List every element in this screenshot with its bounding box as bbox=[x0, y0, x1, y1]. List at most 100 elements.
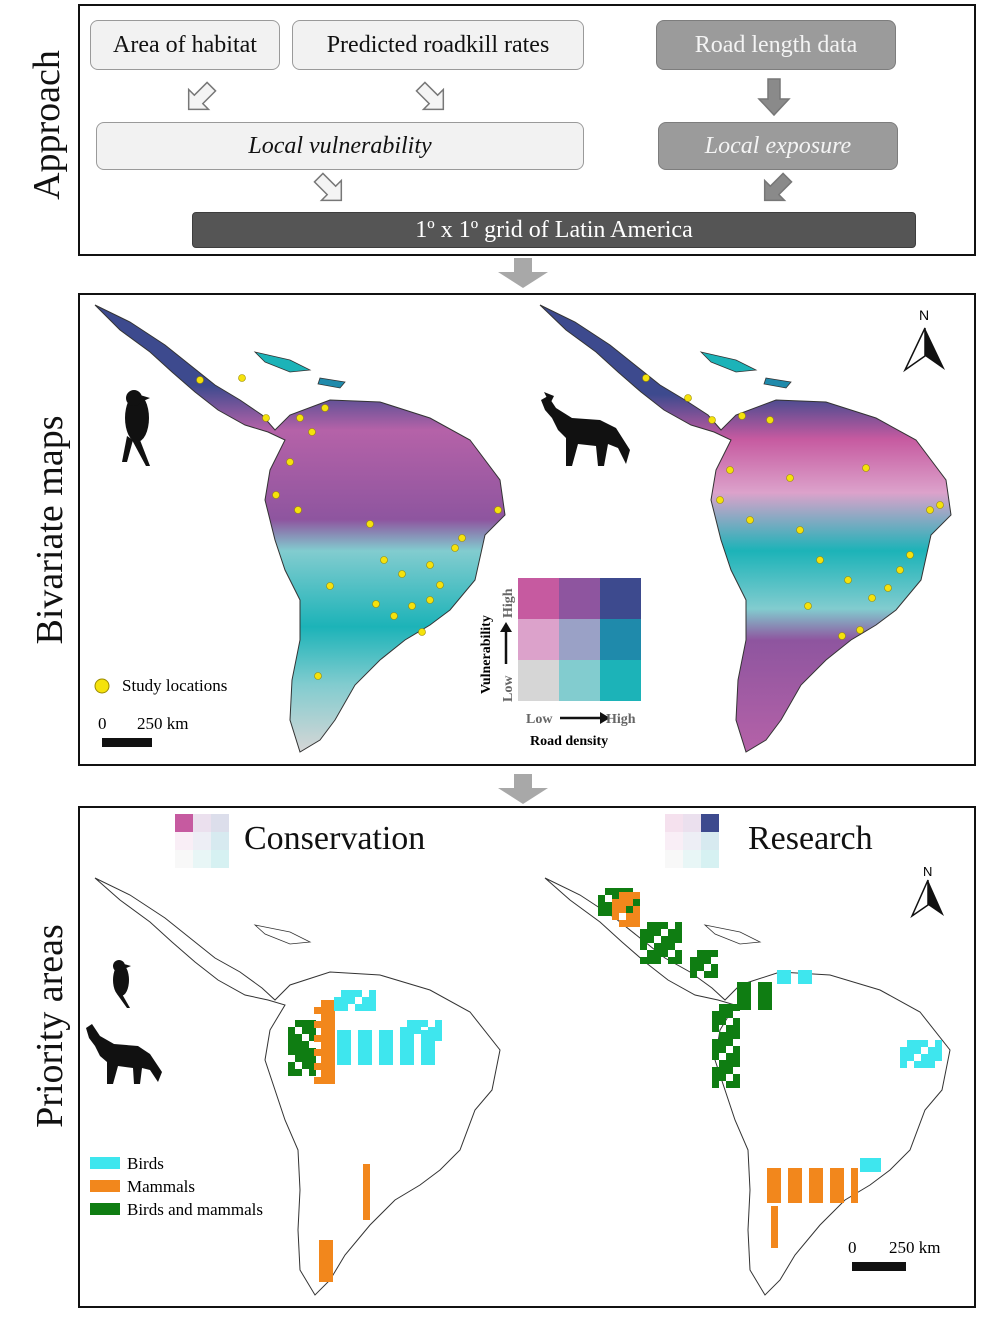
priority-cell bbox=[605, 888, 612, 895]
priority-cell bbox=[774, 1168, 781, 1175]
study-location-dot bbox=[816, 556, 824, 564]
priority-cell bbox=[288, 1048, 295, 1055]
priority-cell bbox=[788, 1196, 795, 1203]
bird-silhouette-1 bbox=[122, 390, 150, 466]
priority-cell bbox=[321, 1000, 328, 1007]
priority-cell bbox=[900, 1047, 907, 1054]
priority-cell bbox=[633, 913, 640, 920]
priority-cell bbox=[928, 1061, 935, 1068]
priority-cell bbox=[358, 1030, 365, 1037]
north-label-bivariate: N bbox=[919, 307, 929, 323]
priority-cell bbox=[337, 1030, 344, 1037]
priority-cell bbox=[837, 1189, 844, 1196]
priority-cell bbox=[795, 1175, 802, 1182]
panel-connectors bbox=[498, 258, 548, 804]
priority-cell bbox=[321, 1049, 328, 1056]
study-location-dot bbox=[426, 596, 434, 604]
priority-cell bbox=[668, 943, 675, 950]
priority-cell bbox=[809, 1189, 816, 1196]
study-location-dot bbox=[326, 582, 334, 590]
priority-cell bbox=[767, 1182, 774, 1189]
north-arrow-bivariate bbox=[903, 327, 945, 373]
mini-legend-cell bbox=[683, 832, 701, 850]
priority-cell bbox=[355, 990, 362, 997]
legend-cell bbox=[518, 578, 559, 619]
priority-cell bbox=[321, 1042, 328, 1049]
priority-cell bbox=[907, 1047, 914, 1054]
priority-cell bbox=[830, 1196, 837, 1203]
approach-arrows bbox=[187, 78, 793, 202]
legend-cell bbox=[559, 660, 600, 701]
priority-cell bbox=[302, 1048, 309, 1055]
priority-cell bbox=[626, 909, 633, 916]
priority-cell bbox=[795, 1189, 802, 1196]
priority-cell bbox=[758, 996, 765, 1003]
priority-cell bbox=[712, 1074, 719, 1081]
scale-bar-priority bbox=[852, 1262, 906, 1271]
priority-cell bbox=[874, 1158, 881, 1165]
priority-cell bbox=[647, 922, 654, 929]
priority-cell bbox=[321, 1014, 328, 1021]
priority-cell bbox=[309, 1055, 316, 1062]
priority-cell bbox=[767, 1189, 774, 1196]
priority-cell bbox=[733, 1053, 740, 1060]
priority-cell bbox=[719, 1018, 726, 1025]
study-location-dot bbox=[321, 404, 329, 412]
priority-cell bbox=[640, 943, 647, 950]
priority-cell bbox=[309, 1048, 316, 1055]
study-location-dot bbox=[314, 672, 322, 680]
scale-zero-bivariate: 0 bbox=[98, 714, 107, 733]
priority-cell bbox=[697, 950, 704, 957]
priority-cell bbox=[935, 1040, 942, 1047]
priority-cell bbox=[784, 970, 791, 977]
priority-cell bbox=[640, 929, 647, 936]
legend-x-high: High bbox=[606, 712, 636, 727]
priority-cell bbox=[771, 1241, 778, 1248]
priority-cell bbox=[309, 1020, 316, 1027]
local-exposure-box: Local exposure bbox=[658, 122, 898, 170]
priority-cell bbox=[326, 1247, 333, 1254]
priority-cell bbox=[337, 1058, 344, 1065]
down-arrow-2 bbox=[498, 774, 548, 804]
study-location-dot bbox=[716, 496, 724, 504]
legend-y-axis: Vulnerability bbox=[479, 615, 494, 694]
priority-cell bbox=[314, 1049, 321, 1056]
priority-cell bbox=[358, 1037, 365, 1044]
priority-cell bbox=[400, 1051, 407, 1058]
priority-cell bbox=[328, 1007, 335, 1014]
priority-cell bbox=[795, 1196, 802, 1203]
priority-cell bbox=[407, 1044, 414, 1051]
priority-cell bbox=[758, 982, 765, 989]
priority-cell bbox=[363, 1171, 370, 1178]
priority-cell bbox=[771, 1206, 778, 1213]
road-length-box: Road length data bbox=[656, 20, 896, 70]
research-mini-legend bbox=[665, 814, 719, 868]
priority-cell bbox=[379, 1030, 386, 1037]
priority-cell bbox=[733, 1004, 740, 1011]
priority-cell bbox=[619, 920, 626, 927]
priority-cell bbox=[362, 997, 369, 1004]
priority-cell bbox=[326, 1275, 333, 1282]
priority-cell bbox=[319, 1254, 326, 1261]
priority-cell bbox=[321, 1056, 328, 1063]
priority-cell bbox=[321, 1028, 328, 1035]
priority-cell bbox=[365, 1058, 372, 1065]
priority-cell bbox=[668, 957, 675, 964]
mini-legend-cell bbox=[211, 832, 229, 850]
priority-cell bbox=[712, 1081, 719, 1088]
priority-cell bbox=[788, 1175, 795, 1182]
priority-cell bbox=[321, 1035, 328, 1042]
priority-cell bbox=[816, 1196, 823, 1203]
priority-cell bbox=[712, 1018, 719, 1025]
arrow-habitat bbox=[187, 81, 217, 111]
legend-x-axis: Road density bbox=[530, 734, 608, 749]
priority-cell bbox=[675, 950, 682, 957]
priority-cell bbox=[314, 1077, 321, 1084]
fox-silhouette-1 bbox=[541, 392, 630, 466]
priority-map-research bbox=[544, 877, 951, 1296]
priority-cell bbox=[295, 1069, 302, 1076]
priority-cell bbox=[809, 1196, 816, 1203]
study-location-dot bbox=[494, 506, 502, 514]
study-location-dot bbox=[796, 526, 804, 534]
priority-cell bbox=[711, 971, 718, 978]
